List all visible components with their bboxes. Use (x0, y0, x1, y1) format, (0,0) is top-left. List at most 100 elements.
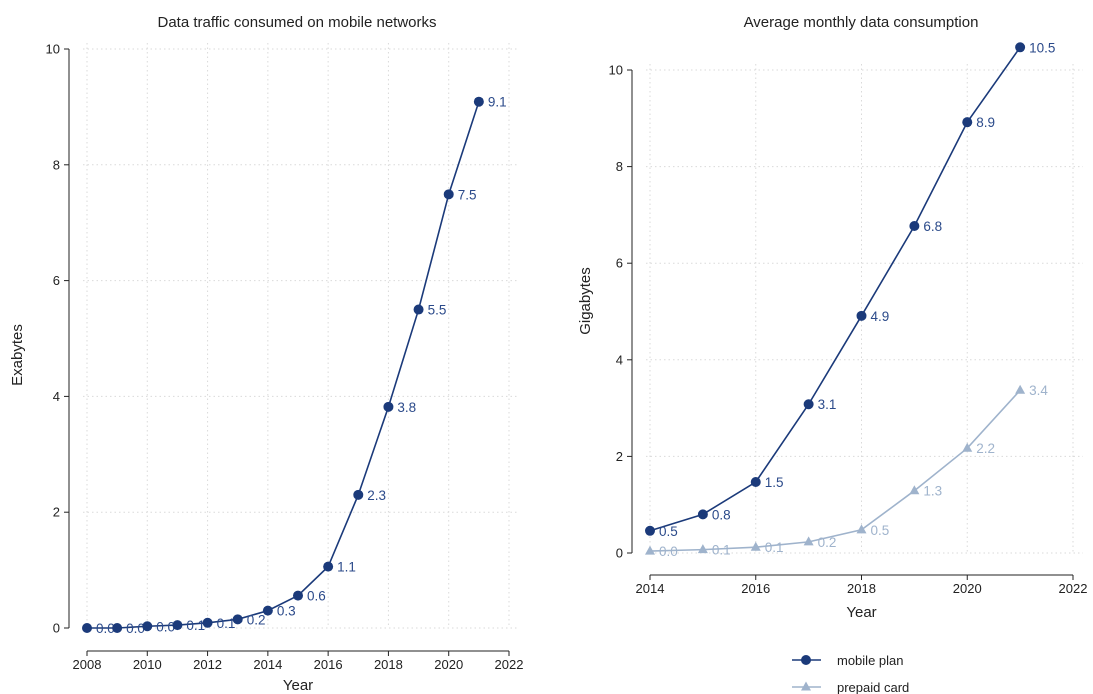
data-point (82, 623, 92, 633)
data-label: 2.2 (976, 441, 995, 456)
legend: mobile plan prepaid card (792, 653, 909, 694)
y-tick-label: 10 (609, 63, 623, 78)
data-label: 3.1 (818, 397, 837, 412)
chart-title: Average monthly data consumption (744, 14, 979, 31)
y-tick-label: 10 (46, 42, 60, 57)
legend-marker (801, 655, 811, 665)
x-tick-label: 2008 (73, 657, 102, 672)
data-point (112, 623, 123, 633)
chart-left: 0 2 4 6 8 10 2008 2010 2012 2014 2016 2018 2020 2022 D… (9, 14, 523, 694)
legend-label: mobile plan (837, 653, 904, 668)
data-label: 0.5 (871, 523, 890, 538)
data-label: 0.0 (126, 621, 145, 636)
data-label: 7.5 (458, 187, 477, 202)
data-point (962, 442, 973, 452)
y-axis-label: Gigabytes (577, 267, 594, 335)
data-label: 0.3 (277, 604, 296, 619)
x-tick-label: 2018 (374, 657, 403, 672)
data-label: 3.4 (1029, 383, 1048, 398)
data-point (353, 489, 364, 500)
data-label: 8.9 (976, 115, 995, 130)
data-label: 3.8 (397, 400, 416, 415)
data-point (697, 509, 708, 520)
y-tick-label: 4 (616, 352, 623, 367)
x-axis-label: Year (846, 604, 876, 621)
data-label: 5.5 (428, 303, 447, 318)
data-point (1015, 42, 1026, 53)
data-label: 0.1 (217, 616, 236, 631)
x-tick-label: 2016 (741, 581, 770, 596)
data-label: 2.3 (367, 488, 386, 503)
data-label: 0.1 (186, 618, 205, 633)
data-point (383, 401, 394, 412)
data-label: 0.2 (818, 535, 837, 550)
chart-right: 0 2 4 6 8 10 2014 2016 2018 2020 2022 Average month… (577, 14, 1087, 621)
data-label: 4.9 (871, 309, 890, 324)
data-point (803, 536, 814, 546)
chart-title: Data traffic consumed on mobile networks (157, 14, 436, 31)
data-label: 0.2 (247, 612, 266, 627)
data-label: 0.0 (96, 621, 115, 636)
data-point (645, 545, 655, 555)
y-tick-label: 6 (616, 256, 623, 271)
y-tick-label: 6 (53, 273, 60, 288)
data-label: 6.8 (923, 219, 942, 234)
x-tick-label: 2016 (314, 657, 343, 672)
data-point (697, 544, 708, 554)
data-point (750, 541, 761, 551)
y-tick-label: 0 (53, 621, 60, 636)
series-line-mobile-plan (649, 46, 1021, 532)
x-tick-label: 2012 (193, 657, 222, 672)
data-point (856, 310, 867, 321)
y-tick-label: 4 (53, 389, 60, 404)
data-label: 0.5 (659, 524, 678, 539)
data-point (262, 605, 273, 616)
data-label: 10.5 (1029, 40, 1055, 55)
x-tick-label: 2020 (953, 581, 982, 596)
data-point (473, 96, 484, 107)
y-tick-label: 2 (53, 505, 60, 520)
x-tick-label: 2014 (253, 657, 282, 672)
data-point (443, 189, 454, 200)
x-tick-label: 2022 (1059, 581, 1088, 596)
x-tick-label: 2022 (495, 657, 524, 672)
series-line-prepaid-card (649, 389, 1021, 552)
x-tick-label: 2010 (133, 657, 162, 672)
x-axis-label: Year (283, 677, 313, 694)
data-point (172, 620, 183, 631)
y-tick-label: 8 (53, 157, 60, 172)
data-label: 0.6 (307, 589, 326, 604)
data-point (645, 525, 655, 536)
data-point (323, 561, 334, 572)
x-tick-label: 2020 (434, 657, 463, 672)
data-point (1015, 384, 1026, 394)
legend-marker (801, 681, 811, 691)
data-label: 9.1 (488, 95, 507, 110)
data-label: 0.1 (712, 543, 731, 558)
data-point (142, 621, 153, 632)
data-label: 0.0 (659, 544, 678, 559)
data-label: 1.3 (923, 484, 942, 499)
data-label: 0.8 (712, 507, 731, 522)
data-point (962, 117, 973, 128)
data-point (856, 524, 867, 534)
data-point (413, 304, 424, 315)
data-point (803, 399, 814, 410)
x-tick-label: 2014 (636, 581, 665, 596)
data-label: 0.1 (765, 540, 784, 555)
data-point (202, 617, 213, 628)
x-tick-label: 2018 (847, 581, 876, 596)
y-tick-label: 2 (616, 449, 623, 464)
y-tick-label: 0 (616, 546, 623, 561)
y-axis-label: Exabytes (9, 324, 26, 386)
series-line-traffic (87, 101, 480, 629)
data-point (293, 590, 303, 601)
data-label: 1.1 (337, 560, 356, 575)
data-point (750, 476, 761, 487)
y-tick-label: 8 (616, 159, 623, 174)
data-point (232, 614, 243, 625)
legend-label: prepaid card (837, 680, 909, 694)
data-point (909, 485, 920, 495)
data-label: 1.5 (765, 475, 784, 490)
